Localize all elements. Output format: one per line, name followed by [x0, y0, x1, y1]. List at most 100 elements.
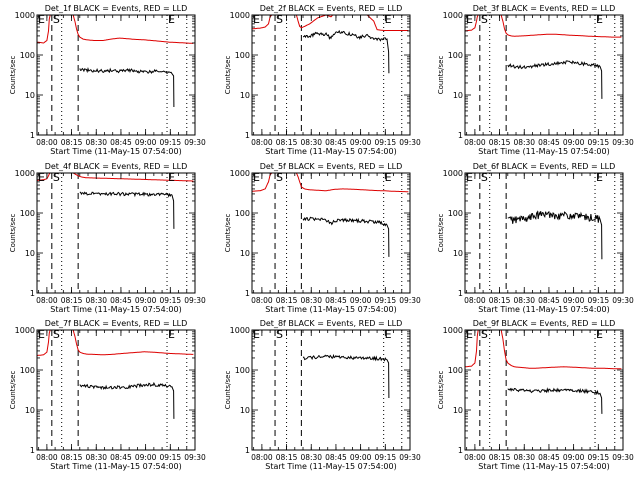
x-tick-label: 08:15 [276, 138, 298, 147]
y-tick-label: 10 [453, 91, 463, 100]
plot-frame [464, 172, 624, 294]
plot-area [252, 173, 409, 293]
marker-label-e: E [168, 13, 175, 26]
x-tick-label: 08:00 [251, 296, 273, 305]
x-tick-label: 09:30 [184, 453, 206, 462]
y-axis-label: Counts/sec [9, 214, 17, 253]
marker-label-e: E [596, 13, 603, 26]
y-tick-label: 1000 [230, 326, 250, 335]
y-tick-label: 1 [458, 289, 463, 298]
y-tick-label: 1000 [443, 169, 463, 178]
x-axis-label: Start Time (11-May-15 07:54:00) [265, 462, 396, 471]
panel-6: Det_6f BLACK = Events, RED = LLD 1 10 100 10… [437, 162, 634, 314]
x-tick-label: 08:15 [489, 453, 511, 462]
y-tick-label: 1000 [230, 169, 250, 178]
marker-label-e: E [466, 328, 473, 341]
events-series-line [79, 67, 175, 108]
x-tick-label: 08:30 [300, 453, 322, 462]
y-tick-label: 100 [448, 366, 463, 375]
events-series-line [79, 381, 175, 419]
lld-series-line [252, 15, 409, 31]
plot-area [37, 330, 194, 450]
y-tick-label: 1 [30, 446, 35, 455]
y-tick-label: 1 [30, 289, 35, 298]
marker-label-s: S [53, 13, 60, 26]
marker-label-e: E [38, 328, 45, 341]
panel-2: Det_2f BLACK = Events, RED = LLD 1 10 100 10… [224, 4, 421, 156]
x-tick-label: 08:30 [300, 138, 322, 147]
x-tick-label: 08:00 [464, 138, 486, 147]
x-tick-label: 09:30 [399, 296, 421, 305]
y-tick-label: 10 [25, 406, 35, 415]
y-axis-label: Counts/sec [224, 214, 232, 253]
panel-5: Det_5f BLACK = Events, RED = LLD 1 10 100 10… [224, 162, 421, 314]
x-tick-label: 08:30 [85, 296, 107, 305]
y-tick-label: 100 [20, 209, 35, 218]
x-tick-label: 09:00 [350, 453, 372, 462]
panel-8: Det_8f BLACK = Events, RED = LLD 1 10 100 10… [224, 319, 421, 471]
y-tick-label: 10 [453, 249, 463, 258]
x-tick-label: 09:30 [399, 453, 421, 462]
y-tick-label: 10 [240, 249, 250, 258]
x-tick-label: 08:15 [276, 296, 298, 305]
x-tick-label: 08:00 [251, 138, 273, 147]
marker-label-s: S [481, 13, 488, 26]
x-tick-label: 09:00 [350, 138, 372, 147]
x-axis-label: Start Time (11-May-15 07:54:00) [478, 147, 609, 156]
plot-area [479, 173, 616, 293]
x-tick-label: 08:00 [36, 138, 58, 147]
x-tick-label: 09:15 [160, 296, 182, 305]
x-axis-label: Start Time (11-May-15 07:54:00) [265, 147, 396, 156]
y-tick-label: 10 [240, 406, 250, 415]
x-tick-label: 08:15 [61, 453, 83, 462]
panel-title: Det_9f BLACK = Events, RED = LLD [473, 319, 616, 328]
plot-frame [464, 14, 624, 136]
x-tick-label: 08:45 [538, 453, 560, 462]
marker-label-e: E [253, 328, 260, 341]
x-axis-label: Start Time (11-May-15 07:54:00) [50, 305, 181, 314]
y-tick-label: 1 [245, 289, 250, 298]
marker-label-e: E [596, 328, 603, 341]
plot-frame [251, 329, 411, 451]
y-axis-label: Counts/sec [437, 56, 445, 95]
x-tick-label: 09:15 [375, 296, 397, 305]
x-tick-label: 08:00 [251, 453, 273, 462]
x-axis-label: Start Time (11-May-15 07:54:00) [478, 462, 609, 471]
marker-label-e: E [466, 171, 473, 184]
x-tick-label: 08:30 [300, 296, 322, 305]
panel-title: Det_1f BLACK = Events, RED = LLD [45, 4, 188, 13]
panel-3: Det_3f BLACK = Events, RED = LLD 1 10 100 10… [437, 4, 634, 156]
y-tick-label: 10 [453, 406, 463, 415]
plot-frame [36, 329, 196, 451]
y-axis-label: Counts/sec [437, 371, 445, 410]
y-tick-label: 1000 [15, 326, 35, 335]
x-tick-label: 08:30 [513, 138, 535, 147]
x-tick-label: 08:15 [276, 453, 298, 462]
y-tick-label: 1 [458, 131, 463, 140]
y-tick-label: 10 [240, 91, 250, 100]
marker-label-e: E [385, 328, 392, 341]
y-axis-label: Counts/sec [437, 214, 445, 253]
lld-series-line [465, 330, 622, 370]
x-tick-label: 08:45 [110, 453, 132, 462]
x-tick-label: 08:15 [61, 138, 83, 147]
panel-1: Det_1f BLACK = Events, RED = LLD 1 10 100 10… [9, 4, 206, 156]
x-tick-label: 09:15 [160, 138, 182, 147]
y-axis-label: Counts/sec [9, 56, 17, 95]
x-tick-label: 08:45 [538, 138, 560, 147]
x-tick-label: 09:15 [375, 138, 397, 147]
x-tick-label: 08:45 [325, 453, 347, 462]
plot-frame [251, 172, 411, 294]
marker-label-s: S [53, 171, 60, 184]
panel-title: Det_2f BLACK = Events, RED = LLD [260, 4, 403, 13]
x-axis-label: Start Time (11-May-15 07:54:00) [265, 305, 396, 314]
x-tick-label: 09:00 [563, 296, 585, 305]
plot-frame [251, 14, 411, 136]
panel-title: Det_8f BLACK = Events, RED = LLD [260, 319, 403, 328]
marker-label-s: S [481, 328, 488, 341]
y-tick-label: 1 [245, 131, 250, 140]
x-tick-label: 09:30 [184, 296, 206, 305]
y-tick-label: 10 [25, 249, 35, 258]
y-tick-label: 1000 [443, 11, 463, 20]
